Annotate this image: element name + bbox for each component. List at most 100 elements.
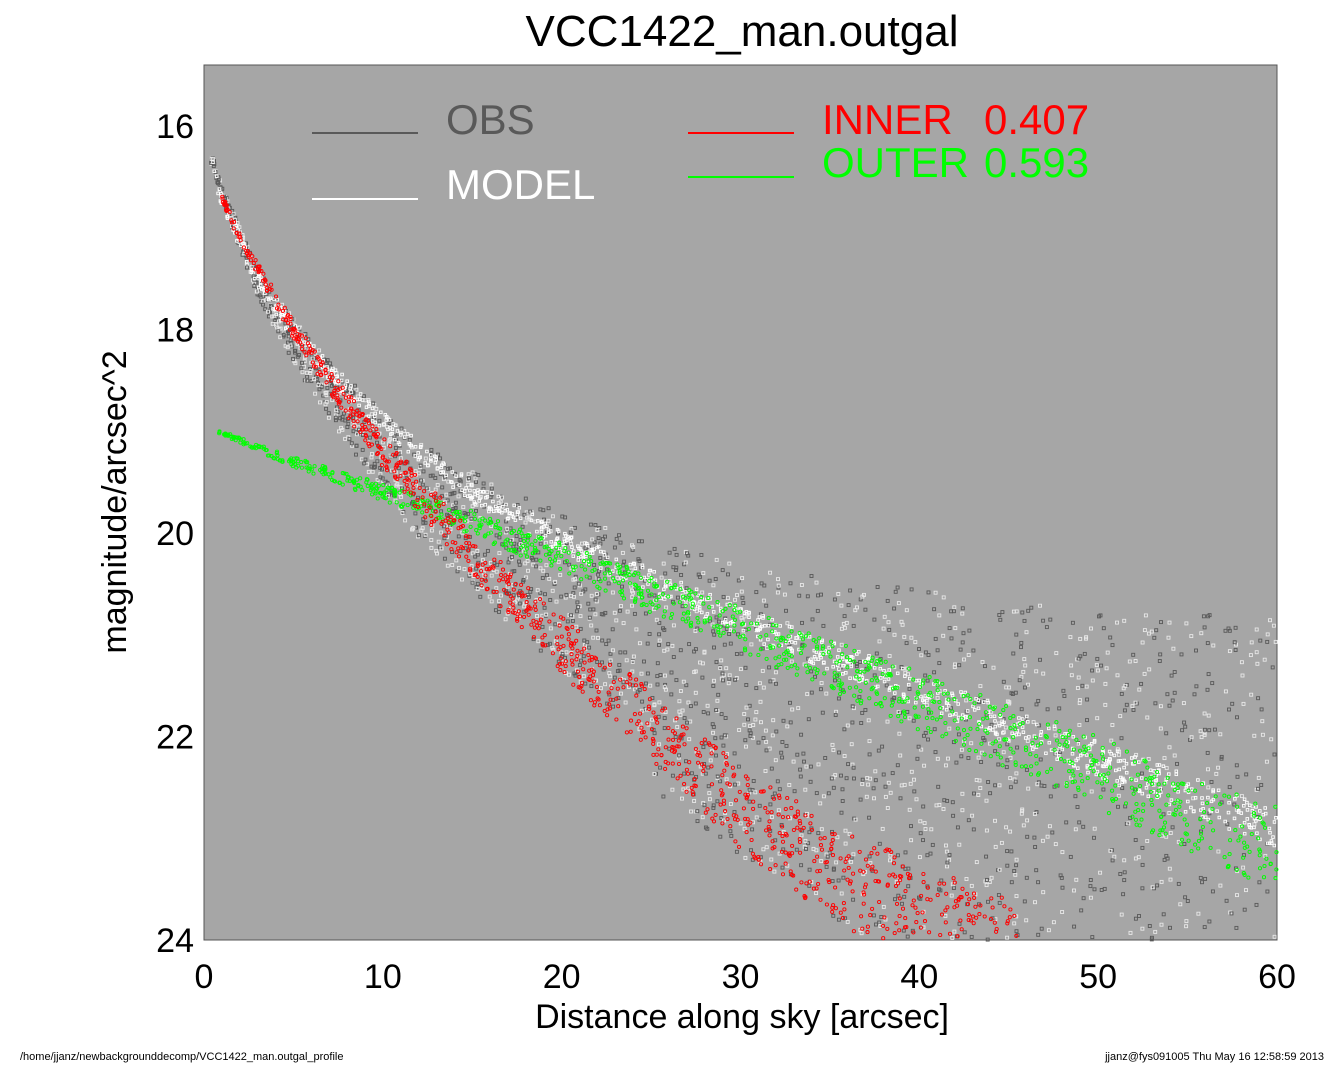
obs-point	[1019, 811, 1024, 816]
obs-point	[288, 338, 293, 343]
obs-point	[873, 769, 878, 774]
obs-point	[1155, 883, 1160, 888]
obs-point	[475, 587, 480, 591]
obs-point	[1271, 623, 1276, 628]
obs-point	[1084, 684, 1089, 689]
obs-point	[1039, 926, 1044, 931]
obs-point	[877, 639, 882, 644]
obs-point	[1095, 668, 1100, 673]
obs-point	[909, 635, 914, 640]
obs-point	[1179, 652, 1184, 657]
obs-point	[491, 568, 496, 572]
obs-point	[662, 716, 667, 721]
obs-point	[1264, 759, 1269, 764]
obs-point	[552, 582, 557, 586]
obs-point	[592, 540, 597, 545]
obs-point	[1206, 713, 1211, 718]
obs-point	[1164, 766, 1169, 771]
obs-point	[1039, 783, 1044, 788]
obs-point	[969, 934, 974, 939]
obs-point	[1260, 732, 1265, 737]
obs-point	[767, 665, 772, 670]
obs-point	[1170, 698, 1175, 703]
obs-point	[1122, 878, 1127, 883]
obs-point	[313, 391, 318, 396]
obs-point	[673, 568, 678, 572]
obs-point	[922, 763, 927, 768]
obs-point	[684, 586, 689, 591]
obs-point	[567, 562, 572, 567]
obs-point	[757, 681, 762, 686]
obs-point	[272, 318, 277, 322]
obs-point	[1012, 869, 1017, 873]
obs-point	[1126, 821, 1131, 826]
obs-point	[1005, 863, 1010, 868]
obs-point	[1041, 890, 1046, 895]
obs-point	[923, 827, 928, 831]
obs-point	[840, 799, 845, 803]
obs-point	[436, 539, 441, 544]
obs-point	[1069, 663, 1074, 668]
obs-point	[436, 452, 441, 457]
obs-point	[606, 581, 611, 586]
obs-point	[921, 804, 926, 809]
obs-point	[714, 660, 719, 665]
obs-point	[506, 560, 511, 565]
obs-point	[1265, 889, 1270, 894]
obs-point	[993, 818, 997, 823]
obs-point	[654, 617, 659, 622]
obs-point	[461, 505, 466, 510]
obs-point	[448, 492, 453, 497]
obs-point	[1199, 829, 1203, 834]
obs-point	[1260, 719, 1265, 724]
obs-point	[1203, 876, 1208, 881]
obs-point	[1137, 914, 1141, 918]
obs-point	[607, 671, 612, 676]
obs-point	[1164, 853, 1169, 858]
obs-point	[892, 606, 897, 611]
obs-point	[904, 608, 909, 613]
obs-point	[876, 748, 881, 753]
obs-point	[1149, 629, 1154, 634]
obs-point	[672, 546, 677, 551]
obs-point	[898, 796, 903, 801]
obs-point	[816, 762, 821, 767]
obs-point	[479, 566, 484, 571]
obs-point	[416, 533, 421, 538]
obs-point	[598, 556, 603, 560]
obs-point	[1199, 735, 1204, 740]
obs-point	[1112, 854, 1117, 859]
obs-point	[723, 811, 728, 815]
obs-point	[984, 854, 989, 859]
obs-point	[469, 516, 474, 521]
obs-point	[907, 716, 912, 721]
obs-point	[734, 849, 739, 854]
obs-point	[375, 459, 380, 464]
obs-point	[474, 479, 478, 484]
obs-point	[693, 669, 698, 674]
obs-point	[972, 791, 976, 796]
obs-point	[1019, 640, 1024, 645]
obs-point	[960, 611, 965, 616]
obs-point	[1234, 763, 1239, 768]
obs-point	[470, 504, 475, 509]
obs-point	[923, 730, 928, 735]
obs-point	[453, 500, 458, 505]
obs-point	[715, 799, 720, 804]
obs-point	[1226, 626, 1231, 631]
obs-point	[899, 619, 904, 624]
obs-point	[711, 805, 716, 810]
obs-point	[864, 794, 869, 799]
obs-point	[323, 402, 328, 407]
obs-point	[784, 608, 788, 613]
obs-point	[263, 307, 268, 312]
obs-point	[1178, 902, 1183, 907]
obs-point	[993, 783, 998, 788]
obs-point	[286, 350, 291, 355]
obs-point	[1233, 648, 1238, 652]
obs-point	[375, 478, 380, 482]
obs-point	[333, 418, 338, 423]
obs-point	[1239, 794, 1244, 799]
obs-point	[711, 730, 715, 735]
obs-point	[639, 671, 644, 676]
